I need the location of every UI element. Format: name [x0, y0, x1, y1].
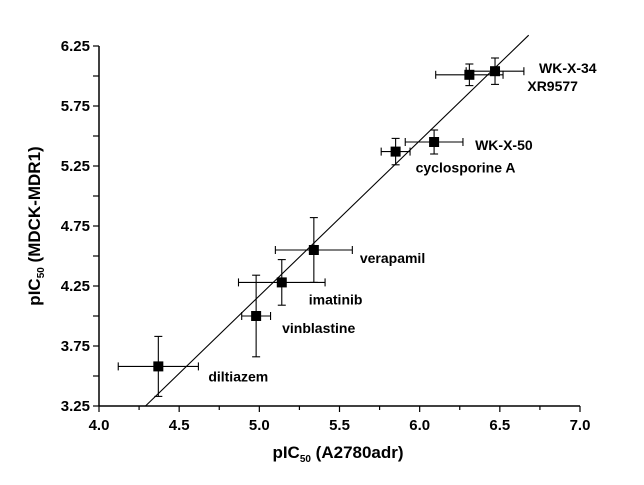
x-tick-label: 4.5 [169, 417, 190, 434]
data-point-diltiazem: diltiazem [117, 335, 268, 397]
y-tick-label: 4.25 [61, 278, 90, 295]
x-tick-label: 6.0 [409, 417, 430, 434]
square-marker [308, 245, 319, 255]
square-marker [429, 137, 440, 147]
y-tick-label: 3.75 [61, 338, 90, 355]
y-tick-label: 6.25 [61, 38, 90, 55]
x-axis-label: pIC50 (A2780adr) [272, 443, 403, 465]
data-point-imatinib: imatinib [237, 259, 363, 307]
data-points: diltiazem vinblastine imatinib verapamil cyc… [117, 57, 597, 397]
point-label: imatinib [309, 291, 363, 307]
x-tick-label: 7.0 [570, 417, 591, 434]
axes: 4.0 4.5 5.0 5.5 6.0 6.5 7.0 3.25 3.75 4.25 4.75 5.2… [61, 38, 591, 434]
square-marker [490, 66, 501, 77]
data-point-verapamil: verapamil [274, 217, 425, 283]
square-marker [276, 277, 287, 288]
x-tick-label: 5.0 [249, 417, 270, 434]
regression-line-group [145, 34, 530, 407]
point-label: XR9577 [527, 78, 578, 94]
point-label: cyclosporine A [416, 160, 516, 176]
x-tick-label: 6.5 [489, 417, 510, 434]
point-label: verapamil [360, 250, 425, 266]
square-marker [390, 146, 401, 157]
data-point-cyclosporine-a: cyclosporine A [380, 137, 516, 176]
data-point-vinblastine: vinblastine [241, 274, 355, 358]
regression-line [145, 34, 530, 407]
y-tick-label: 5.75 [61, 98, 90, 115]
x-tick-label: 5.5 [329, 417, 350, 434]
data-point-wk-x-34: WK-X-34 [465, 57, 597, 85]
y-axis-label: pIC50 (MDCK-MDR1) [25, 146, 47, 305]
data-point-wk-x-50: WK-X-50 [404, 129, 533, 155]
square-marker [153, 361, 164, 372]
square-marker [464, 69, 475, 80]
x-tick-label: 4.0 [89, 417, 110, 434]
point-label: WK-X-50 [475, 137, 533, 153]
point-label: vinblastine [282, 320, 355, 336]
y-tick-label: 4.75 [61, 218, 90, 235]
square-marker [251, 311, 262, 321]
y-tick-label: 3.25 [61, 398, 90, 415]
y-tick-label: 5.25 [61, 158, 90, 175]
point-label: diltiazem [208, 368, 268, 384]
point-label: WK-X-34 [539, 60, 597, 76]
